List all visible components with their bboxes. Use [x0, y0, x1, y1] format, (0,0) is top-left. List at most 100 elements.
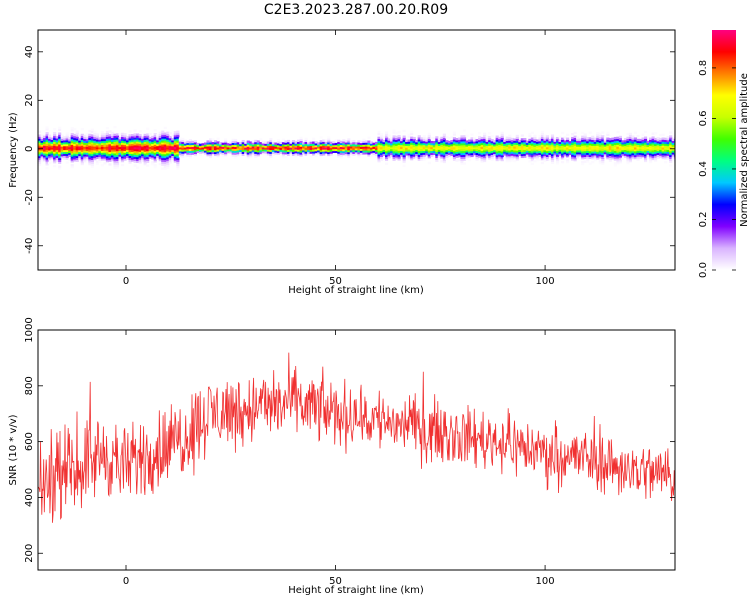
heatmap-cell — [151, 153, 155, 156]
heatmap-cell — [621, 142, 625, 145]
heatmap-cell — [83, 150, 87, 153]
heatmap-cell — [269, 141, 273, 145]
heatmap-cell — [357, 149, 361, 153]
heatmap-cell — [475, 150, 479, 154]
heatmap-cell — [374, 147, 379, 150]
heatmap-cell — [397, 142, 401, 146]
heatmap-cell — [53, 145, 57, 148]
heatmap-cell — [661, 139, 665, 142]
heatmap-cell — [163, 140, 167, 143]
heatmap-cell — [85, 140, 89, 144]
spectrogram-frame — [37, 29, 676, 271]
heatmap-cell — [395, 147, 399, 150]
heatmap-cell — [143, 143, 147, 146]
heatmap-cell — [442, 154, 446, 158]
heatmap-cell — [176, 159, 180, 163]
heatmap-cell — [276, 146, 280, 150]
heatmap-cell — [40, 134, 44, 138]
heatmap-cell — [146, 127, 150, 130]
heatmap-cell — [203, 144, 208, 147]
heatmap-cell — [55, 143, 59, 147]
heatmap-cell — [118, 140, 122, 144]
heatmap-cell — [435, 142, 439, 145]
heatmap-cell — [133, 156, 137, 159]
heatmap-cell — [201, 151, 205, 154]
heatmap-cell — [80, 158, 84, 162]
heatmap-cell — [669, 141, 673, 144]
heatmap-cell — [498, 148, 502, 151]
heatmap-cell — [596, 143, 600, 146]
heatmap-cell — [224, 148, 228, 151]
heatmap-cell — [95, 135, 99, 138]
heatmap-cell — [304, 153, 308, 156]
heatmap-cell — [422, 136, 426, 140]
heatmap-cell — [48, 148, 52, 151]
heatmap-cell — [520, 151, 524, 155]
heatmap-cell — [48, 140, 52, 143]
heatmap-cell — [138, 135, 142, 139]
heatmap-cell — [319, 142, 323, 145]
heatmap-cell — [616, 158, 620, 161]
heatmap-cell — [387, 148, 391, 151]
heatmap-cell — [583, 148, 587, 152]
heatmap-cell — [457, 141, 462, 144]
heatmap-cell — [377, 130, 381, 134]
heatmap-cell — [425, 147, 429, 150]
heatmap-cell — [236, 146, 240, 149]
heatmap-cell — [598, 136, 602, 139]
heatmap-cell — [576, 142, 580, 145]
heatmap-cell — [70, 144, 74, 147]
heatmap-cell — [347, 146, 351, 149]
heatmap-cell — [214, 149, 218, 153]
heatmap-cell — [95, 141, 99, 144]
heatmap-cell — [613, 162, 617, 165]
heatmap-cell — [241, 145, 245, 149]
heatmap-cell — [455, 149, 459, 153]
heatmap-cell — [543, 155, 547, 159]
heatmap-cell — [58, 128, 62, 131]
heatmap-cell — [186, 140, 190, 144]
heatmap-cell — [168, 147, 172, 150]
heatmap-cell — [578, 140, 582, 143]
heatmap-cell — [153, 156, 157, 159]
heatmap-cell — [528, 160, 532, 163]
heatmap-cell — [379, 144, 384, 148]
heatmap-cell — [120, 154, 125, 157]
heatmap-cell — [244, 151, 248, 154]
heatmap-cell — [498, 158, 502, 161]
heatmap-cell — [445, 157, 449, 160]
heatmap-cell — [495, 141, 499, 144]
heatmap-cell — [63, 138, 67, 141]
heatmap-cell — [626, 156, 630, 159]
heatmap-cell — [435, 140, 439, 143]
heatmap-cell — [266, 151, 270, 154]
heatmap-cell — [108, 134, 112, 137]
heatmap-cell — [550, 149, 555, 153]
heatmap-cell — [558, 153, 562, 156]
heatmap-cell — [110, 133, 115, 137]
heatmap-cell — [483, 152, 487, 155]
heatmap-cell — [631, 152, 635, 156]
heatmap-cell — [669, 135, 673, 138]
heatmap-cell — [193, 147, 198, 151]
heatmap-cell — [450, 145, 454, 149]
heatmap-cell — [83, 152, 87, 155]
heatmap-cell — [651, 142, 655, 145]
heatmap-cell — [530, 141, 534, 144]
heatmap-cell — [651, 132, 655, 135]
heatmap-cell — [123, 146, 127, 150]
heatmap-cell — [136, 135, 140, 138]
heatmap-cell — [188, 140, 192, 144]
heatmap-cell — [128, 155, 132, 158]
heatmap-cell — [133, 164, 137, 167]
heatmap-cell — [535, 141, 539, 144]
heatmap-cell — [221, 146, 225, 149]
heatmap-cell — [58, 136, 62, 139]
heatmap-cell — [276, 143, 280, 146]
heatmap-cell — [598, 146, 602, 149]
heatmap-cell — [437, 157, 441, 160]
heatmap-cell — [528, 146, 532, 149]
heatmap-cell — [528, 154, 532, 157]
heatmap-cell — [43, 139, 47, 142]
